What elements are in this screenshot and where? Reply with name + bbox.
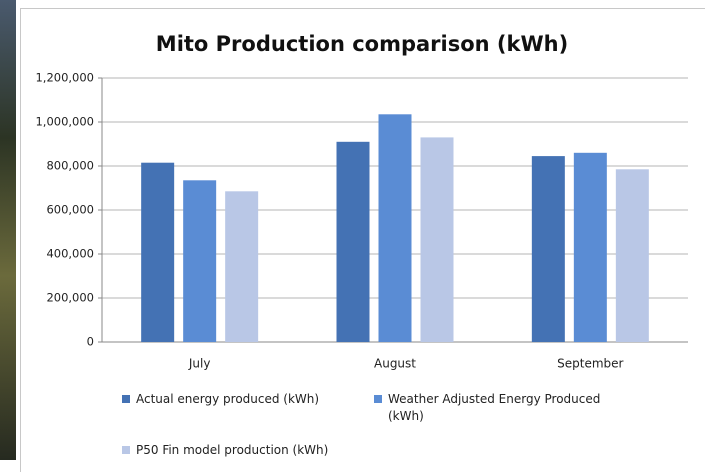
x-tick-label: August bbox=[374, 357, 416, 371]
y-tick-label: 200,000 bbox=[46, 291, 94, 305]
y-tick-label: 1,000,000 bbox=[35, 115, 94, 129]
bar bbox=[573, 152, 607, 342]
x-tick-label: July bbox=[188, 357, 211, 371]
bar bbox=[141, 162, 175, 342]
bar bbox=[183, 180, 217, 342]
bar bbox=[378, 114, 412, 342]
y-tick-label: 1,200,000 bbox=[35, 71, 94, 85]
y-tick-label: 800,000 bbox=[46, 159, 94, 173]
x-tick-label: September bbox=[557, 357, 623, 371]
background-photo bbox=[0, 0, 16, 460]
bar bbox=[420, 137, 454, 342]
chart-title: Mito Production comparison (kWh) bbox=[156, 32, 568, 56]
y-tick-label: 400,000 bbox=[46, 247, 94, 261]
bar bbox=[615, 169, 649, 342]
bar bbox=[531, 156, 565, 342]
bar bbox=[225, 191, 259, 342]
y-tick-label: 600,000 bbox=[46, 203, 94, 217]
bar bbox=[336, 141, 370, 342]
y-tick-label: 0 bbox=[87, 335, 94, 349]
